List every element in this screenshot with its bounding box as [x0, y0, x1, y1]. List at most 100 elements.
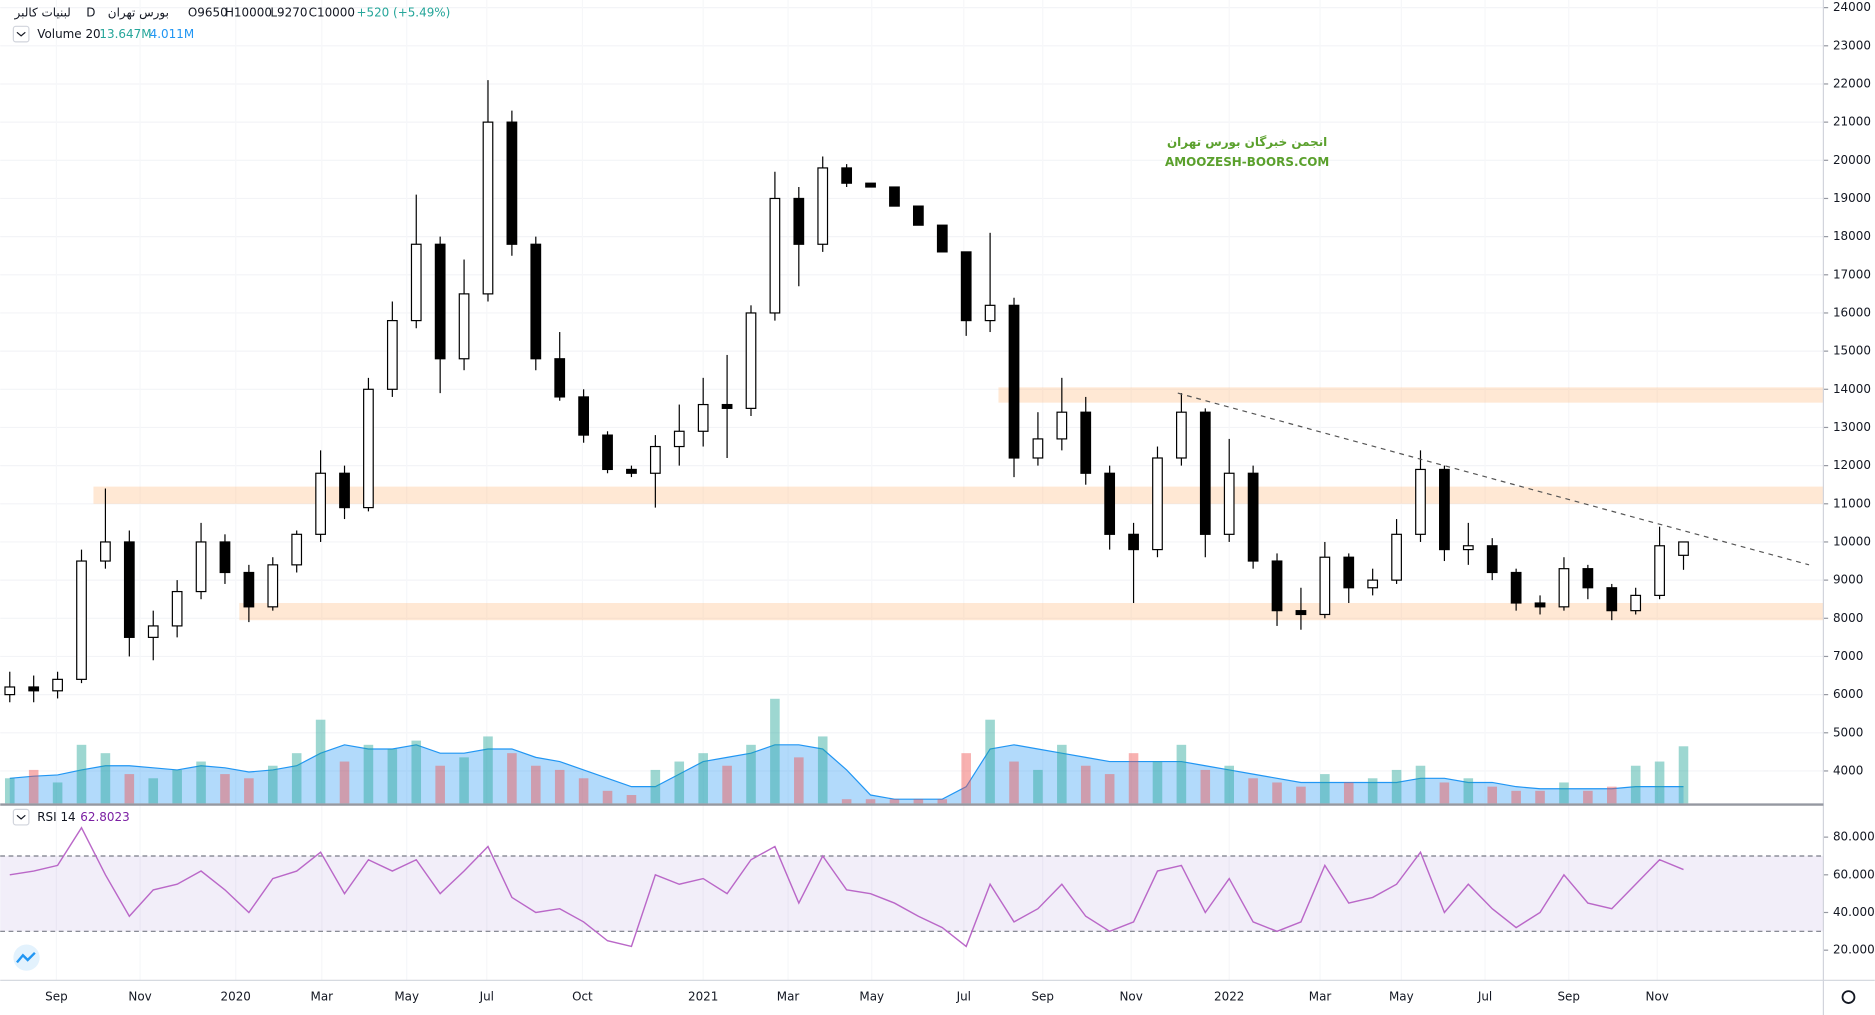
settings-button[interactable] [1841, 990, 1856, 1004]
volume-bar [817, 736, 828, 804]
candle [434, 236, 446, 394]
volume-bar [1654, 761, 1665, 804]
candle-body [1104, 472, 1116, 535]
volume-ma-area [9, 744, 1684, 804]
support-resistance-zone [998, 387, 1824, 403]
volume-bar [1583, 790, 1593, 804]
candle-body [602, 434, 613, 471]
candle-body [1391, 533, 1402, 581]
y-tick-label: 21000 [1833, 115, 1871, 129]
candle-body [721, 403, 733, 409]
x-tick-label: Sep [1557, 990, 1580, 1004]
volume-ma-line [9, 744, 1684, 800]
candle [673, 404, 685, 466]
candle-body [649, 445, 661, 474]
candle-body [793, 197, 805, 245]
candle [649, 435, 661, 508]
candle [889, 186, 900, 207]
volume-bar [722, 765, 732, 804]
candle [28, 675, 40, 703]
candle [410, 194, 422, 329]
candle [1630, 587, 1642, 615]
volume-bar [674, 761, 685, 804]
candle-body [1415, 468, 1426, 535]
volume-bar [531, 765, 541, 804]
candle [1032, 412, 1044, 466]
candle-body [769, 197, 781, 314]
ohlc-high: H10000 [225, 6, 272, 20]
candle [339, 465, 350, 520]
volume-bar [76, 744, 87, 804]
candle [1462, 522, 1474, 565]
volume-bar [1104, 774, 1115, 804]
candle-body [1486, 545, 1498, 574]
candle-body [434, 243, 446, 360]
y-tick-label: 20000 [1833, 153, 1871, 167]
candle-body [1056, 411, 1068, 440]
candle-body [1654, 545, 1665, 596]
y-tick-label: 11000 [1833, 496, 1871, 510]
candle-body [386, 319, 398, 390]
candle [1056, 377, 1068, 451]
candle-body [1223, 472, 1235, 535]
volume-bar [794, 757, 804, 804]
ohlc-change: +520 (+5.49%) [356, 6, 450, 20]
candle-body [626, 468, 637, 474]
x-tick-label: 2020 [221, 990, 251, 1004]
volume-bar [268, 765, 278, 804]
candle-body [1678, 541, 1689, 556]
x-tick-label: Oct [572, 990, 593, 1004]
y-tick-label: 4000 [1833, 763, 1863, 777]
rsi-line [9, 826, 1684, 948]
collapse-button[interactable] [12, 808, 30, 826]
candle-body [219, 541, 231, 574]
candle-body [578, 396, 590, 436]
candle-body [673, 430, 685, 448]
volume-bar [244, 778, 254, 804]
candle-body [171, 590, 183, 627]
y-tick-label: 14000 [1833, 382, 1871, 396]
candle [4, 671, 16, 703]
volume-bar [1678, 746, 1689, 804]
candle-body [1247, 472, 1259, 562]
x-tick-label: Mar [777, 990, 800, 1004]
candle [554, 332, 566, 401]
candle [912, 205, 924, 226]
x-tick-label: Nov [1646, 990, 1669, 1004]
volume-bar [937, 799, 948, 804]
rsi-legend: RSI 14 [37, 810, 75, 824]
rsi-band [0, 855, 1824, 932]
candle-body [554, 358, 566, 398]
y-tick-label: 17000 [1833, 267, 1871, 281]
candle-body [865, 182, 876, 188]
candle-body [1630, 594, 1642, 612]
candle [1486, 538, 1498, 581]
volume-bar [1248, 778, 1258, 804]
rsi-value: 62.8023 [80, 810, 129, 824]
candle [315, 450, 326, 542]
candle [1343, 553, 1355, 604]
volume-bar [602, 790, 613, 804]
volume-bar [650, 769, 661, 804]
candle [1128, 522, 1139, 604]
candle-body [195, 541, 207, 593]
volume-bar [435, 765, 445, 804]
collapse-button[interactable] [12, 25, 30, 43]
candle-body [267, 564, 279, 608]
volume-bar [865, 799, 876, 804]
volume-bar [1487, 786, 1498, 804]
candle [578, 389, 590, 443]
volume-bar [387, 748, 398, 804]
y-tick-label: 10000 [1833, 534, 1871, 548]
candle-body [458, 293, 470, 360]
candle-body [1558, 568, 1570, 608]
x-tick-label: Jul [956, 990, 971, 1004]
candle [458, 259, 470, 371]
volume-bar [507, 753, 517, 804]
candle [1223, 438, 1235, 542]
volume-bar [626, 795, 637, 804]
x-tick-label: 2021 [688, 990, 718, 1004]
y-tick-label: 60.0000 [1833, 867, 1875, 881]
candle [1247, 465, 1259, 569]
